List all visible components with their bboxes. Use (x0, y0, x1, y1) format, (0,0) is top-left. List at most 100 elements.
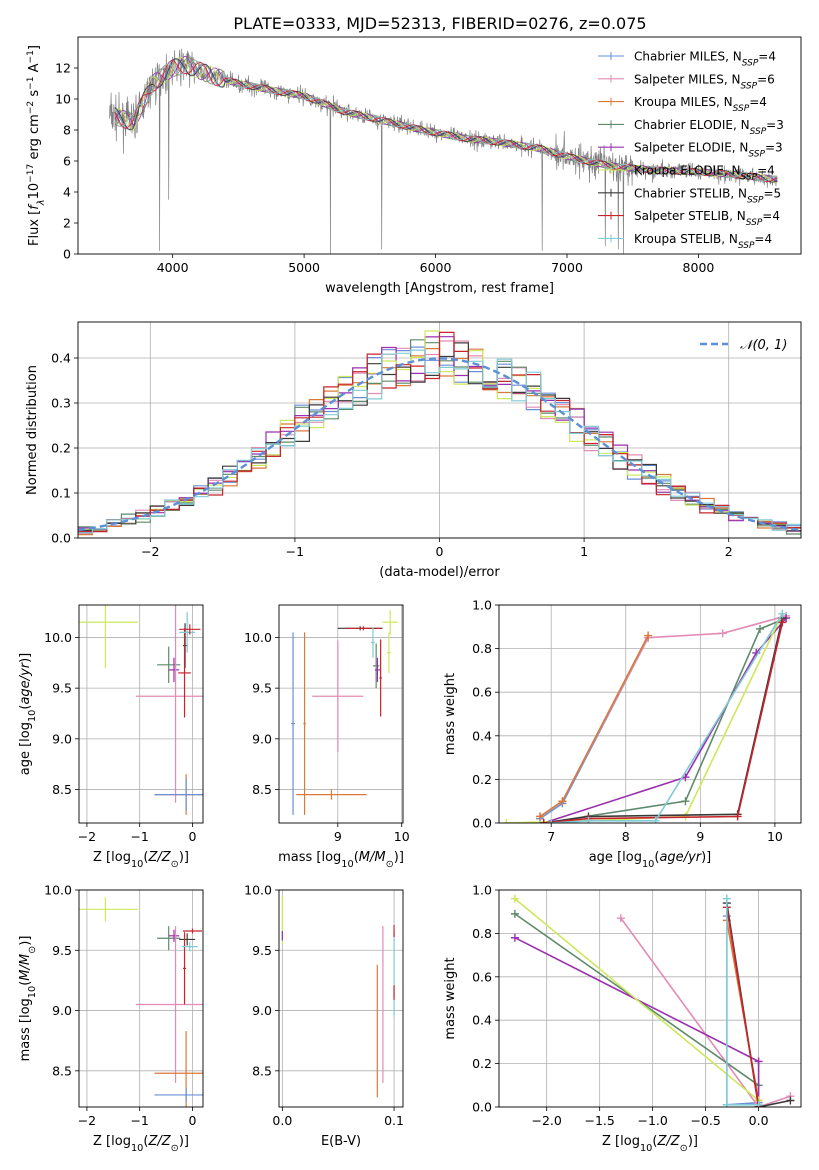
y-tick-label: 0.1 (51, 486, 71, 501)
errorbar-point (372, 643, 380, 689)
errorbar-point (312, 640, 364, 753)
model-spectrum-line (114, 58, 778, 183)
x-axis-label: Z [log10(Z/Z⊙)] (93, 850, 189, 870)
weight-series-line (551, 613, 784, 823)
x-tick-label: 2 (725, 544, 733, 559)
x-tick-label: 8 (622, 829, 630, 844)
errorbar-point (179, 612, 196, 653)
y-axis-label: mass weight (443, 957, 458, 1039)
x-tick-label: 10 (394, 829, 410, 844)
x-axis-label: Z [log10(Z/Z⊙)] (93, 1134, 189, 1154)
errorbar-point (181, 941, 198, 952)
x-tick-label: −1 (286, 544, 304, 559)
y-axis-label: mass [log10(M/M⊙)] (18, 936, 38, 1062)
panel-mass_vs_Z: −2 −1 0 8.5 9.0 9.5 10.0 Z [log10(Z/Z⊙)] mass [l… (18, 883, 204, 1154)
x-tick-label: 9 (696, 829, 704, 844)
y-tick-label: 9.0 (252, 1003, 272, 1018)
errorbar-point (303, 632, 306, 815)
spectrum-legend: Chabrier MILES, NSSP=4 Salpeter MILES, NS… (598, 50, 784, 251)
axes-frame (498, 604, 802, 824)
y-axis-label: Normed distribution (25, 365, 40, 495)
legend-entry: 𝒩(0, 1) (740, 338, 787, 353)
x-axis-label: mass [log10(M/M⊙)] (278, 850, 404, 870)
errorbar-point (291, 632, 295, 815)
x-tick-label: −2 (78, 1113, 96, 1128)
plot-area (291, 610, 398, 815)
panel-spectrum: 4000 5000 6000 7000 8000 0 2 4 6 8 10 12 wavelength … (26, 36, 802, 296)
y-tick-label: 6 (63, 154, 71, 169)
x-tick-label: 0 (188, 1113, 196, 1128)
plot-area (78, 330, 801, 536)
weight-series-line (539, 637, 649, 820)
plot-area (79, 897, 203, 1107)
y-tick-label: 0.4 (472, 1013, 492, 1028)
errorbar-point (296, 789, 367, 800)
x-tick-label: 4000 (157, 260, 189, 275)
axes-frame (498, 889, 802, 1108)
x-tick-label: 7000 (551, 260, 583, 275)
panel-weight_vs_Z: −2.0 −1.5 −1.0 −0.5 0.0 0.0 0.2 0.4 0.6 0.8 1.0 Z [… (443, 883, 802, 1154)
x-tick-label: 0 (436, 544, 444, 559)
weight-point-marker (718, 629, 727, 638)
weight-point-marker (722, 894, 731, 903)
x-tick-label: 10 (767, 829, 783, 844)
y-tick-label: 2 (63, 216, 71, 231)
x-tick-label: 0.0 (272, 1113, 292, 1128)
y-tick-label: 0.0 (472, 816, 492, 831)
panel-age_vs_Z: −2 −1 0 8.5 9.0 9.5 10.0 Z [log10(Z/Z⊙)] age [lo… (18, 604, 204, 870)
weight-point-marker (778, 609, 787, 618)
y-tick-label: 9.5 (252, 943, 272, 958)
errorbar-point (79, 897, 139, 922)
x-axis-label: wavelength [Angstrom, rest frame] (325, 281, 554, 296)
x-tick-label: 1 (580, 544, 588, 559)
weight-series-line (543, 622, 784, 823)
x-axis-label: age [log10(age/yr)] (589, 850, 712, 870)
legend-entry: Salpeter STELIB, NSSP=4 (634, 209, 780, 228)
weight-series-line (726, 907, 760, 1107)
weight-point-marker (558, 797, 567, 806)
errorbar-point (157, 646, 181, 684)
legend-entry: Kroupa MILES, NSSP=4 (634, 95, 767, 114)
errorbar-point (79, 605, 139, 668)
gaussian-curve (78, 357, 799, 532)
weight-point-marker (510, 894, 519, 903)
residual-histogram (78, 331, 801, 533)
errorbar-point (154, 1031, 203, 1107)
legend-entry: Chabrier ELODIE, NSSP=3 (634, 118, 784, 137)
weight-point-marker (651, 816, 660, 823)
y-tick-label: 10.0 (244, 630, 272, 645)
x-tick-label: −1.0 (637, 1113, 667, 1128)
y-tick-label: 0.4 (51, 351, 71, 366)
errorbar-point (182, 932, 187, 1005)
plot-area (281, 896, 395, 1098)
y-tick-label: 8.5 (52, 1063, 72, 1078)
weight-series-line (514, 898, 760, 1102)
weight-point-marker (547, 819, 556, 823)
x-tick-label: 0.1 (384, 1113, 404, 1128)
x-tick-label: −1.5 (584, 1113, 614, 1128)
panel-residuals: −2 −1 0 1 2 0.0 0.1 0.2 0.3 0.4 (data-model)/error… (25, 321, 802, 580)
weight-point-marker (539, 819, 548, 823)
legend-entry: Salpeter ELODIE, NSSP=3 (634, 141, 783, 160)
y-tick-label: 9.0 (52, 1003, 72, 1018)
x-axis-label: E(B-V) (321, 1134, 361, 1149)
errorbar-point (135, 926, 203, 1083)
y-tick-label: 10.0 (44, 630, 72, 645)
y-tick-label: 0.2 (51, 441, 71, 456)
errorbar-point (178, 628, 191, 718)
figure-title: PLATE=0333, MJD=52313, FIBERID=0276, z=0… (233, 14, 646, 33)
plot-area (510, 894, 795, 1107)
x-tick-label: −2 (78, 829, 96, 844)
weight-point-marker (754, 1057, 763, 1066)
legend-entry: Chabrier STELIB, NSSP=5 (634, 186, 781, 205)
y-tick-label: 0.8 (472, 641, 492, 656)
errorbar-point (179, 933, 196, 946)
weight-point-marker (681, 797, 690, 806)
weight-series-line (539, 615, 787, 818)
weight-point-marker (778, 618, 787, 627)
x-tick-label: 0.0 (749, 1113, 769, 1128)
x-tick-label: 0 (188, 829, 196, 844)
y-tick-label: 0.4 (472, 728, 492, 743)
weight-point-marker (502, 819, 511, 823)
errorbar-point (154, 778, 203, 811)
